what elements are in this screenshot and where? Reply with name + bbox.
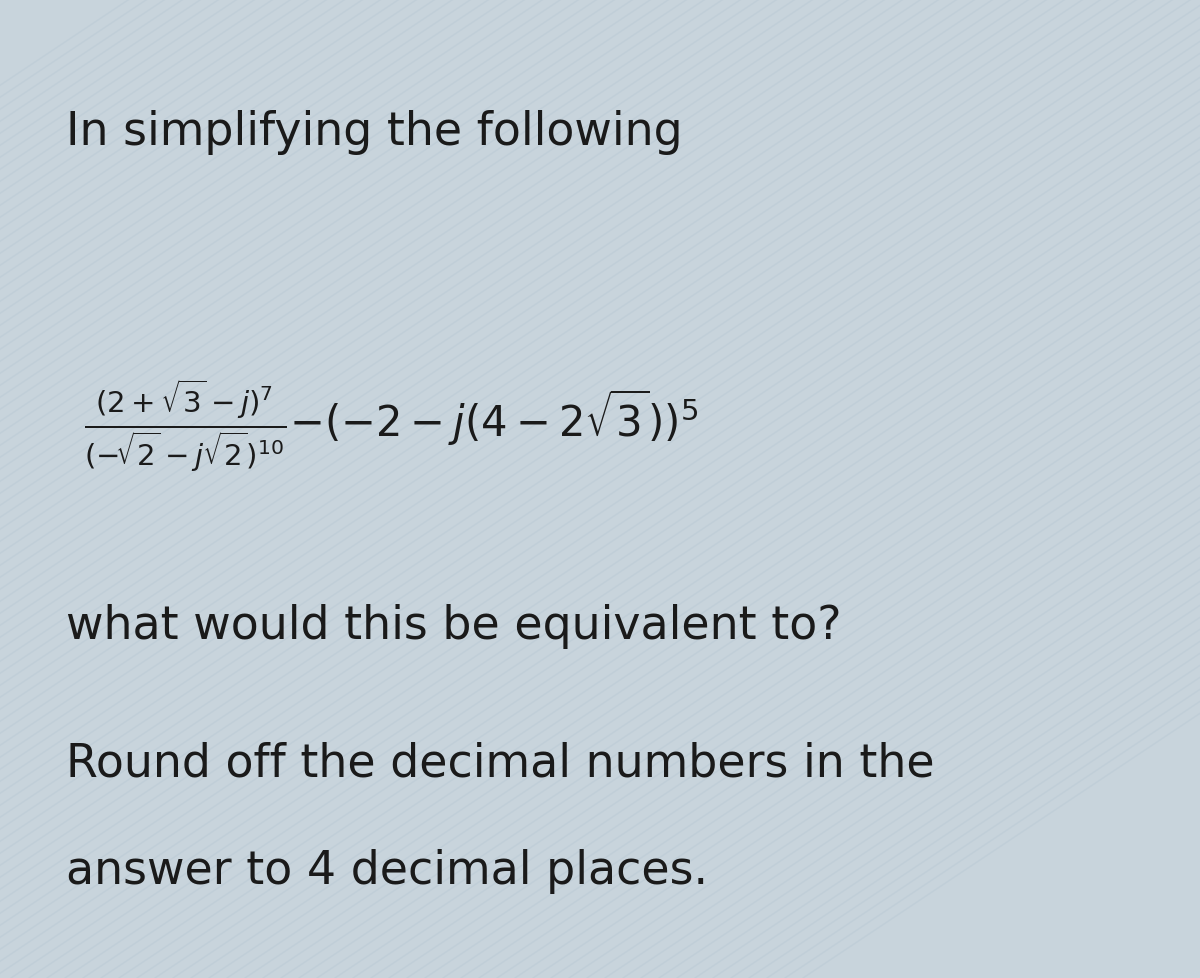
Text: In simplifying the following: In simplifying the following [66,110,683,155]
Text: answer to 4 decimal places.: answer to 4 decimal places. [66,848,708,893]
Text: Round off the decimal numbers in the: Round off the decimal numbers in the [66,740,935,785]
Text: $\frac{(2+\sqrt{3}-j)^7}{(-\!\sqrt{2}-j\sqrt{2})^{10}}$$ - (-2 - j(4 - 2\sqrt{3}: $\frac{(2+\sqrt{3}-j)^7}{(-\!\sqrt{2}-j\… [84,378,698,473]
Text: what would this be equivalent to?: what would this be equivalent to? [66,603,841,648]
